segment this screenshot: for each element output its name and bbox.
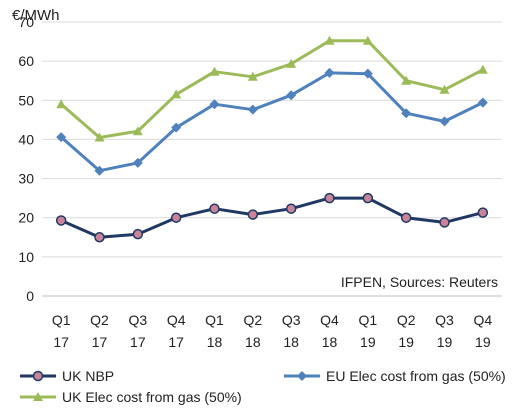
- data-point: [132, 157, 143, 168]
- legend-label-eu-elec: EU Elec cost from gas (50%): [326, 368, 506, 384]
- data-point: [286, 90, 297, 101]
- data-point: [171, 122, 182, 133]
- x-tick-label-quarter: Q4: [320, 312, 339, 328]
- legend-item-uk-nbp: UK NBP: [20, 368, 114, 384]
- legend-marker-eu-elec: [297, 371, 307, 381]
- data-point: [132, 228, 144, 240]
- data-point: [439, 84, 450, 94]
- x-tick-label-quarter: Q2: [243, 312, 262, 328]
- source-annotation: IFPEN, Sources: Reuters: [341, 274, 498, 290]
- data-point: [94, 132, 105, 142]
- y-tick-label: 60: [18, 53, 34, 69]
- data-point: [56, 99, 67, 109]
- x-tick-label-year: 18: [322, 334, 338, 350]
- legend-label-uk-nbp: UK NBP: [62, 368, 114, 384]
- data-point: [55, 215, 67, 226]
- x-axis-ticks: Q1 17 Q2 17 Q3 17 Q4 17 Q1 18 Q2 18 Q3 18 Q4 18 Q1 19 Q2 19…: [52, 312, 493, 350]
- y-tick-label: 70: [18, 14, 34, 30]
- x-tick-label-quarter: Q3: [128, 312, 147, 328]
- x-tick-label-quarter: Q4: [473, 312, 492, 328]
- data-point: [439, 116, 450, 127]
- legend-label-uk-elec: UK Elec cost from gas (50%): [62, 389, 242, 405]
- series-line: [60, 71, 484, 173]
- data-point: [401, 108, 412, 119]
- data-point: [94, 165, 105, 176]
- x-tick-label-year: 17: [53, 334, 69, 350]
- x-tick-label-year: 17: [168, 334, 184, 350]
- y-axis-ticks: 0 10 20 30 40 50 60 70: [18, 14, 34, 304]
- data-point: [247, 71, 258, 81]
- data-point: [286, 58, 297, 68]
- data-point: [324, 67, 335, 78]
- x-tick-label-year: 19: [475, 334, 491, 350]
- data-point: [401, 75, 412, 85]
- legend-marker-uk-nbp: [32, 370, 44, 382]
- x-tick-label-year: 18: [283, 334, 299, 350]
- x-tick-label-year: 19: [437, 334, 453, 350]
- x-tick-label-quarter: Q2: [90, 312, 109, 328]
- y-tick-label: 0: [26, 288, 34, 304]
- series-1: [56, 67, 488, 176]
- x-tick-label-quarter: Q2: [397, 312, 416, 328]
- legend-marker-uk-elec: [33, 392, 43, 401]
- data-point: [324, 192, 335, 204]
- legend-item-eu-elec: EU Elec cost from gas (50%): [284, 368, 506, 384]
- x-tick-label-year: 19: [360, 334, 376, 350]
- x-tick-label-quarter: Q1: [52, 312, 71, 328]
- data-point: [132, 126, 143, 136]
- y-tick-label: 10: [18, 249, 34, 265]
- legend: UK NBP EU Elec cost from gas (50%) UK El…: [20, 368, 506, 405]
- series-0: [55, 192, 489, 243]
- y-tick-label: 20: [18, 210, 34, 226]
- data-point: [439, 217, 450, 228]
- x-tick-label-year: 19: [398, 334, 414, 350]
- data-point: [247, 104, 258, 115]
- data-point: [477, 64, 488, 74]
- data-point: [94, 232, 105, 243]
- x-tick-label-quarter: Q3: [435, 312, 454, 328]
- legend-item-uk-elec: UK Elec cost from gas (50%): [20, 389, 242, 405]
- x-tick-label-year: 18: [245, 334, 261, 350]
- data-point: [247, 209, 259, 220]
- data-point: [56, 132, 67, 143]
- x-tick-label-quarter: Q1: [358, 312, 377, 328]
- y-tick-label: 50: [18, 92, 34, 108]
- series-group: [55, 35, 489, 243]
- data-point: [209, 66, 220, 76]
- y-tick-label: 40: [18, 131, 34, 147]
- x-tick-label-year: 17: [130, 334, 146, 350]
- data-point: [209, 99, 220, 110]
- x-tick-label-quarter: Q3: [282, 312, 301, 328]
- x-tick-label-year: 17: [92, 334, 108, 350]
- data-point: [170, 212, 182, 223]
- series-2: [56, 35, 488, 142]
- data-point: [285, 203, 297, 214]
- y-tick-label: 30: [18, 171, 34, 187]
- x-tick-label-year: 18: [207, 334, 223, 350]
- data-point: [171, 89, 182, 99]
- series-line: [60, 196, 484, 239]
- data-point: [209, 203, 220, 214]
- series-line: [60, 39, 484, 139]
- data-point: [400, 212, 412, 223]
- data-point: [362, 35, 373, 45]
- data-point: [362, 192, 374, 204]
- data-point: [477, 207, 489, 218]
- data-point: [362, 68, 373, 79]
- x-tick-label-quarter: Q4: [167, 312, 186, 328]
- x-tick-label-quarter: Q1: [205, 312, 224, 328]
- gridlines: [42, 21, 502, 258]
- data-point: [324, 35, 335, 45]
- y-axis-label: €/MWh: [12, 7, 60, 24]
- data-point: [477, 97, 488, 108]
